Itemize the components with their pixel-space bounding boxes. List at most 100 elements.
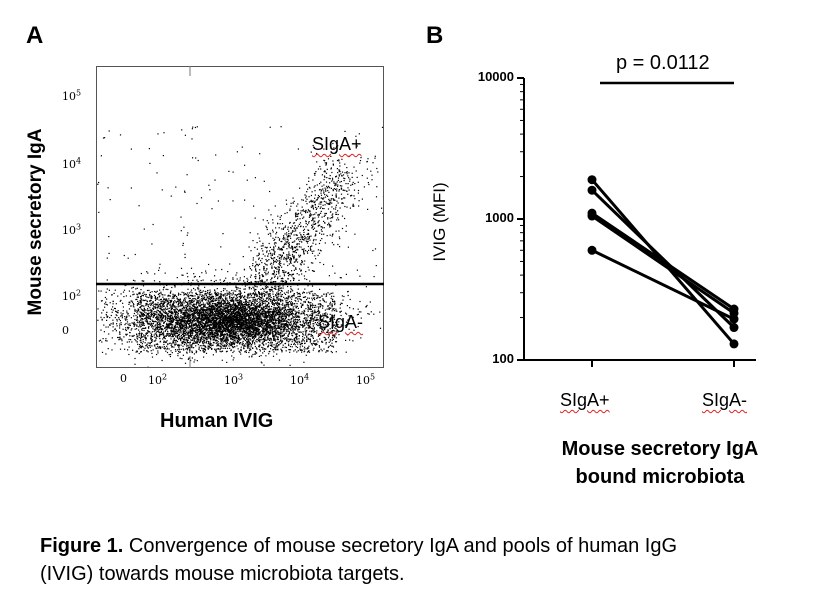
cell-dot: [311, 297, 313, 299]
cell-dot: [168, 321, 170, 323]
cell-dot: [176, 319, 178, 321]
cell-dot: [151, 310, 153, 312]
cell-dot: [357, 313, 359, 315]
cell-dot: [223, 288, 225, 290]
cell-dot: [167, 334, 169, 336]
cell-dot: [218, 296, 220, 298]
cell-dot: [252, 318, 254, 320]
cell-dot: [248, 341, 250, 343]
cell-dot: [265, 304, 267, 306]
cell-dot: [315, 306, 317, 308]
cell-dot: [172, 313, 174, 315]
cell-dot: [207, 322, 209, 324]
cell-dot: [231, 306, 233, 308]
cell-dot: [328, 307, 330, 309]
cell-dot: [333, 308, 335, 310]
cell-dot: [126, 333, 128, 335]
cell-dot: [194, 359, 196, 361]
cell-dot: [236, 320, 238, 322]
cell-dot: [282, 335, 284, 337]
cell-dot: [293, 339, 295, 341]
cell-dot: [301, 304, 303, 306]
cell-dot: [256, 306, 258, 308]
cell-dot: [133, 315, 135, 317]
cell-dot: [331, 327, 333, 329]
cell-dot: [137, 311, 139, 313]
cell-dot: [239, 333, 241, 335]
cell-dot: [207, 335, 209, 337]
cell-dot: [181, 358, 183, 360]
cell-dot: [238, 336, 240, 339]
cell-dot: [175, 340, 177, 342]
cell-dot: [227, 271, 229, 273]
cell-dot: [186, 292, 189, 294]
cell-dot: [161, 313, 163, 315]
cell-dot: [290, 343, 292, 345]
cell-dot: [283, 313, 285, 315]
cell-dot: [249, 335, 251, 337]
cell-dot: [238, 350, 240, 352]
cell-dot: [181, 316, 183, 318]
cell-dot: [268, 314, 270, 316]
cell-dot: [161, 313, 163, 315]
cell-dot: [140, 298, 143, 300]
cell-dot: [319, 306, 322, 308]
cell-dot: [255, 277, 257, 280]
cell-dot: [231, 298, 233, 300]
cell-dot: [345, 339, 347, 341]
cell-dot: [306, 340, 308, 342]
cell-dot: [124, 318, 126, 320]
cell-dot: [260, 302, 262, 304]
cell-dot: [240, 301, 242, 303]
cell-dot: [259, 334, 261, 336]
cell-dot: [186, 339, 188, 341]
cell-dot: [346, 313, 348, 315]
cell-dot: [227, 337, 229, 339]
cell-dot: [180, 304, 182, 306]
cell-dot: [289, 323, 291, 325]
cell-dot: [251, 342, 254, 344]
cell-dot: [255, 340, 257, 342]
cell-dot: [105, 326, 107, 328]
cell-dot: [233, 306, 235, 308]
cell-dot: [189, 297, 191, 299]
cell-dot: [188, 335, 190, 337]
cell-dot: [207, 303, 209, 306]
cell-dot: [339, 277, 341, 279]
cell-dot: [226, 290, 228, 292]
cell-dot: [237, 310, 239, 312]
cell-dot: [159, 303, 161, 305]
cell-dot: [182, 313, 184, 315]
cell-dot: [369, 301, 371, 303]
cell-dot: [251, 313, 253, 315]
cell-dot: [308, 327, 310, 329]
cell-dot: [166, 329, 168, 331]
cell-dot: [265, 355, 267, 357]
cell-dot: [143, 329, 145, 332]
cell-dot: [247, 293, 249, 295]
cell-dot: [111, 311, 113, 313]
cell-dot: [177, 331, 179, 333]
cell-dot: [209, 313, 211, 315]
cell-dot: [280, 296, 282, 298]
cell-dot: [189, 322, 191, 324]
cell-dot: [176, 322, 178, 325]
cell-dot: [214, 293, 217, 295]
cell-dot: [187, 276, 189, 278]
cell-dot: [279, 313, 281, 315]
cell-dot: [146, 313, 148, 315]
cell-dot: [239, 296, 241, 298]
cell-dot: [349, 307, 351, 309]
cell-dot: [155, 324, 157, 326]
cell-dot: [136, 333, 138, 335]
cell-dot: [282, 302, 284, 304]
cell-dot: [133, 325, 135, 327]
cell-dot: [212, 344, 214, 346]
cell-dot: [243, 344, 246, 346]
cell-dot: [335, 337, 337, 339]
cell-dot: [201, 337, 203, 340]
cell-dot: [327, 337, 330, 339]
cell-dot: [333, 301, 335, 303]
cell-dot: [155, 298, 157, 300]
cell-dot: [182, 342, 184, 344]
